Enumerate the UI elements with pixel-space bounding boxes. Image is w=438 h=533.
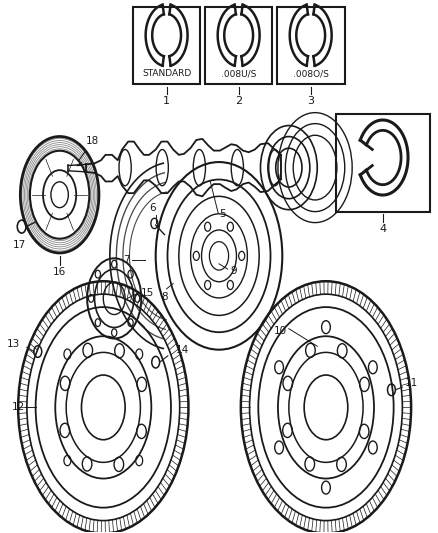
Text: 3: 3 [307, 96, 314, 106]
Text: .008O/S: .008O/S [293, 69, 328, 78]
Text: 17: 17 [13, 240, 26, 250]
Text: 7: 7 [123, 255, 130, 264]
Text: 11: 11 [405, 378, 418, 389]
Text: .008U/S: .008U/S [221, 69, 256, 78]
Text: 16: 16 [53, 267, 66, 277]
Text: 4: 4 [379, 224, 386, 233]
Text: 12: 12 [11, 402, 25, 413]
Text: 9: 9 [230, 266, 237, 276]
Text: 6: 6 [149, 203, 156, 213]
Bar [277, 7, 345, 84]
Text: 18: 18 [79, 136, 99, 160]
Text: 14: 14 [175, 345, 189, 356]
Text: 13: 13 [7, 338, 20, 349]
Text: STANDARD: STANDARD [142, 69, 191, 78]
Text: 5: 5 [219, 209, 226, 220]
Bar [133, 7, 201, 84]
Bar [205, 7, 272, 84]
Text: 8: 8 [161, 292, 168, 302]
Text: 15: 15 [141, 288, 154, 298]
Text: 10: 10 [274, 326, 287, 336]
Text: 1: 1 [163, 96, 170, 106]
Text: 2: 2 [235, 96, 242, 106]
Bar [336, 114, 430, 212]
